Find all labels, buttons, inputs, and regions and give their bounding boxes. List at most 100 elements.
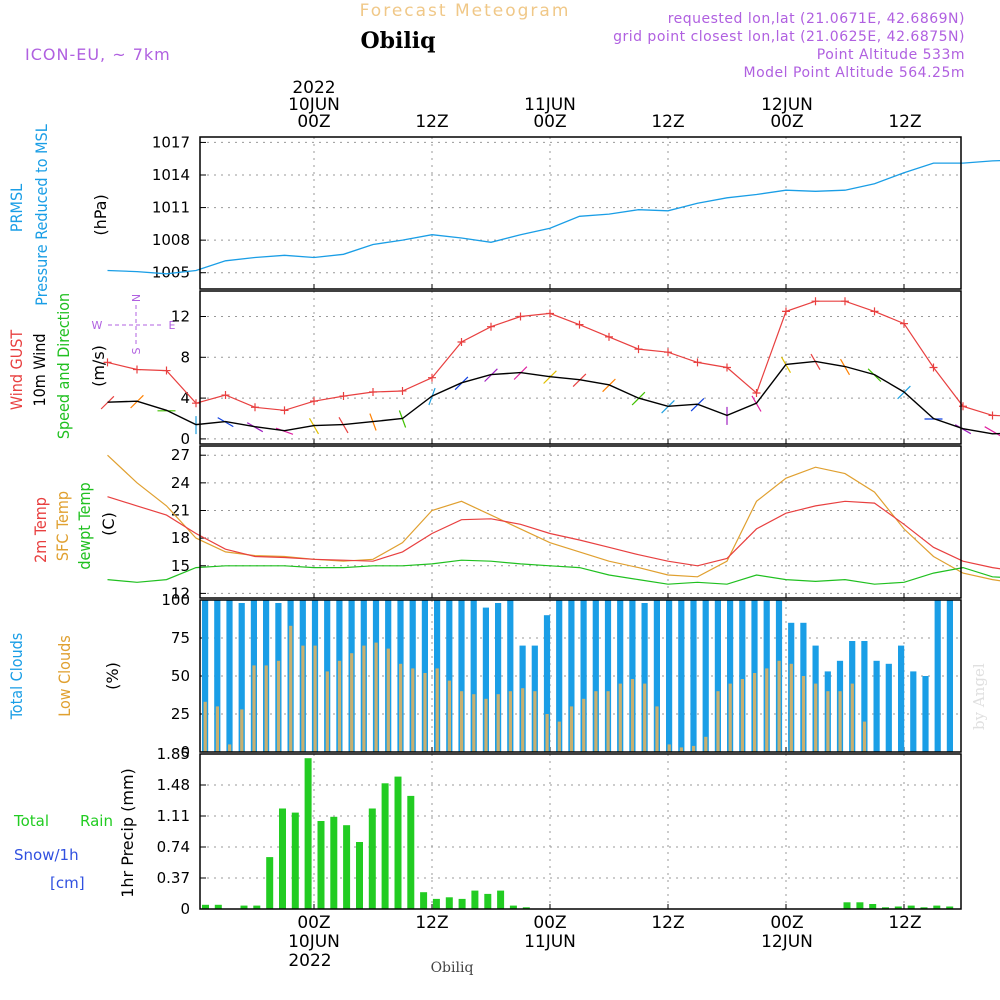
y-tick-label-5-3: 1.11 (157, 807, 190, 825)
y-tick-label-5-1: 0.37 (157, 869, 190, 887)
low-cloud-bar-50 (814, 683, 818, 752)
low-cloud-bar-8 (301, 645, 305, 752)
low-cloud-bar-25 (508, 691, 512, 752)
top-tick-4: 12Z (651, 112, 684, 132)
gust-point-9 (369, 387, 377, 396)
low-cloud-bar-15 (386, 648, 390, 752)
low-cloud-bar-19 (435, 668, 439, 752)
low-cloud-bar-12 (350, 653, 354, 752)
gust-point-21 (723, 363, 731, 372)
y-tick-label-5-0: 0 (180, 900, 190, 918)
total-cloud-bar-33 (604, 600, 612, 752)
low-cloud-bar-44 (740, 679, 744, 752)
rain-bar-53 (882, 907, 889, 909)
top-date-3: 12JUN (761, 95, 813, 115)
low-cloud-bar-39 (679, 747, 683, 752)
top-tick-3: 00Z (533, 112, 566, 132)
gust-point-14 (516, 312, 525, 321)
compass-w: W (92, 319, 103, 332)
gust-point-0 (103, 358, 112, 367)
gust-point-17 (605, 332, 613, 341)
gust-point-25 (841, 297, 849, 306)
low-cloud-bar-52 (838, 691, 842, 752)
bottom-tick-6: 12Z (888, 913, 921, 933)
dewpt-line (107, 559, 1000, 585)
low-cloud-bar-37 (655, 706, 659, 752)
rain-bar-25 (522, 907, 530, 909)
rain-bar-7 (291, 812, 299, 909)
gust-point-19 (664, 348, 672, 357)
rain-bar-52 (869, 904, 877, 909)
low-cloud-bar-53 (850, 683, 854, 752)
low-cloud-bar-7 (289, 625, 293, 752)
total-cloud-bar-21 (458, 600, 465, 752)
total-cloud-bar-40 (690, 600, 697, 752)
total-cloud-bar-35 (629, 600, 636, 752)
low-cloud-bar-32 (594, 691, 598, 752)
gust-point-3 (192, 399, 200, 408)
low-cloud-bar-23 (484, 698, 488, 752)
low-cloud-bar-45 (753, 673, 757, 752)
y-tick-label-5-2: 0.74 (157, 838, 190, 856)
total-cloud-bar-2 (226, 600, 233, 752)
rain-bar-16 (407, 795, 415, 909)
total-cloud-bar-36 (641, 603, 648, 752)
wind-arrow-0 (100, 395, 115, 410)
top-tick-5: 00Z (770, 112, 803, 132)
low-cloud-bar-48 (789, 663, 793, 752)
y-tick-label-4-3: 75 (171, 629, 190, 647)
gust-point-26 (870, 307, 879, 316)
low-cloud-bar-43 (728, 683, 732, 752)
panel-frame-2 (199, 290, 962, 445)
low-cloud-bar-6 (276, 660, 281, 752)
total-cloud-bar-24 (495, 603, 502, 752)
bottom-tick-4: 12Z (651, 913, 684, 933)
total-cloud-bar-43 (727, 600, 734, 752)
snow-unit-label: [cm] (50, 874, 85, 892)
low-cloud-bar-38 (667, 744, 671, 752)
gust-point-23 (782, 307, 790, 316)
point-altitude: Point Altitude 533m (817, 47, 965, 63)
total-cloud-bar-41 (702, 600, 709, 752)
footer-station: Obiliq (431, 960, 474, 976)
low-cloud-bar-4 (252, 665, 256, 752)
gust-point-27 (900, 319, 908, 328)
low-cloud-bar-21 (460, 691, 464, 752)
total-cloud-bar-23 (482, 607, 489, 752)
requested-point: requested lon,lat (21.0671E, 42.6869N) (668, 11, 965, 27)
total-cloud-bar-57 (898, 645, 905, 752)
rain-bar-57 (933, 905, 941, 909)
wind-label: 10m Wind (30, 333, 49, 406)
rain-bar-56 (920, 907, 928, 909)
total-cloud-bar-32 (592, 600, 599, 752)
wind-unit: (m/s) (89, 345, 108, 387)
bottom-date-3: 12JUN (761, 932, 813, 952)
low-cloud-bar-20 (447, 680, 451, 752)
low-cloud-bar-47 (777, 660, 781, 752)
rain-bar-21 (471, 890, 479, 909)
total-cloud-bar-44 (739, 600, 746, 752)
y-tick-label-5-4: 1.48 (157, 776, 190, 794)
y-tick-label-2-0: 0 (180, 430, 190, 448)
y-tick-label-3-4: 24 (171, 474, 190, 492)
y-tick-label-1-2: 1011 (152, 199, 190, 217)
low-cloud-bar-30 (569, 706, 574, 752)
total-cloud-bar-29 (556, 600, 563, 752)
y-tick-label-3-0: 12 (171, 584, 190, 602)
rain-bar-55 (907, 905, 915, 909)
low-cloud-bar-49 (801, 676, 806, 752)
gust-point-20 (693, 358, 702, 367)
temp-label: 2m Temp (31, 497, 50, 563)
bottom-date-2: 11JUN (524, 932, 576, 952)
gust-point-11 (428, 373, 436, 382)
bottom-year: 2022 (288, 951, 331, 971)
temp-unit: (C) (99, 512, 118, 536)
gust-point-30 (988, 411, 997, 420)
low-cloud-bar-0 (203, 701, 207, 752)
rain-bar-9 (317, 821, 325, 909)
gust-point-7 (310, 397, 318, 406)
rain-bar-0 (202, 904, 209, 909)
rain-bar-4 (253, 905, 261, 909)
chart-content: 1005100810111014101704812121518212427025… (100, 133, 1000, 918)
